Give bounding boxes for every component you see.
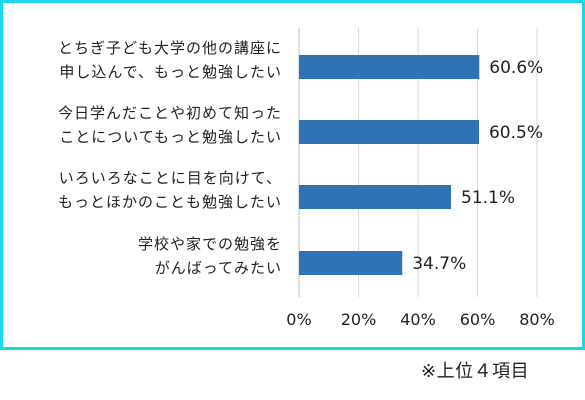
x-tick-label: 60% [460, 310, 496, 329]
data-label: 34.7% [412, 254, 466, 274]
category-label: 学校や家での勉強をがんばってみたい [138, 235, 282, 277]
bar-chart: 0% 20% 40% 60% 80% 60.6% とちぎ子ども大学の他の講座に申し込んで、も… [58, 28, 555, 329]
x-tick-label: 40% [400, 310, 436, 329]
bar [299, 251, 403, 275]
bar [299, 55, 480, 79]
category-label: とちぎ子ども大学の他の講座に申し込んで、もっと勉強したい [58, 39, 282, 81]
data-label: 60.5% [489, 123, 543, 143]
data-label: 60.6% [489, 58, 543, 78]
category-label: いろいろなことに目を向けて、もっとほかのことも勉強したい [58, 169, 282, 211]
data-label: 51.1% [461, 188, 515, 208]
x-tick-label: 0% [286, 310, 311, 329]
x-tick-label: 80% [519, 310, 555, 329]
x-tick-label: 20% [341, 310, 377, 329]
chart-frame [0, 0, 585, 350]
bar [299, 185, 452, 209]
bar [299, 120, 479, 144]
footnote: ※上位４項目 [421, 361, 530, 382]
category-label: 今日学んだことや初めて知ったことについてもっと勉強したい [58, 104, 282, 146]
